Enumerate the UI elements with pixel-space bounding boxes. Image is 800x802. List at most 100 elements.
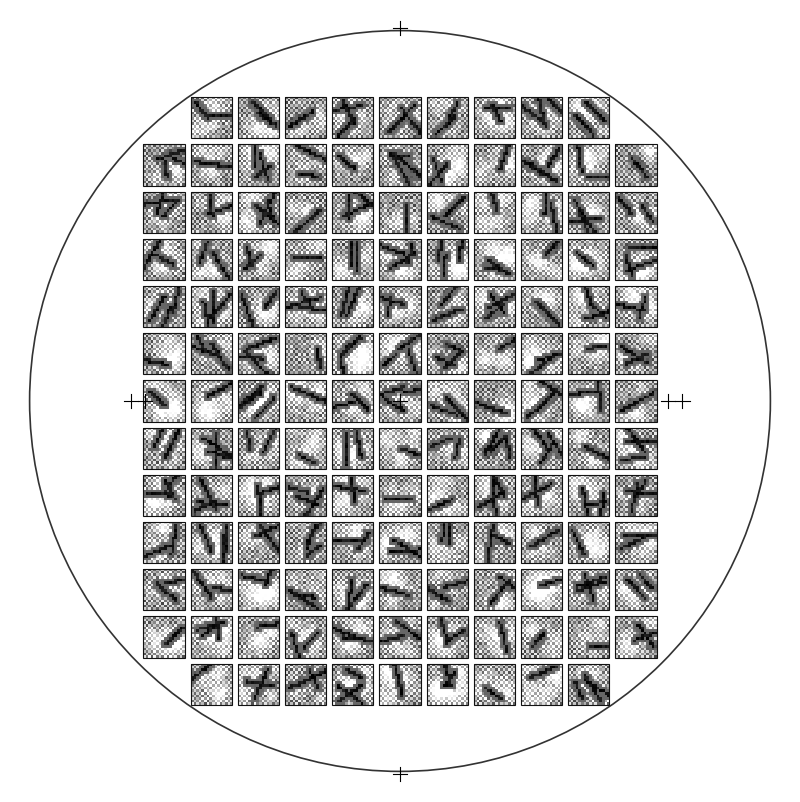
Bar	[143, 427, 185, 469]
Bar	[426, 475, 468, 516]
Bar	[379, 380, 421, 422]
Bar	[190, 569, 232, 610]
Bar	[568, 239, 610, 280]
Bar	[521, 239, 562, 280]
Bar	[332, 522, 374, 563]
Bar	[521, 333, 562, 375]
Bar	[379, 239, 421, 280]
Bar	[190, 475, 232, 516]
Bar	[521, 97, 562, 139]
Bar	[615, 475, 657, 516]
Bar	[238, 192, 279, 233]
Bar	[615, 427, 657, 469]
Bar	[474, 475, 515, 516]
Bar	[521, 569, 562, 610]
Bar	[474, 239, 515, 280]
Bar	[615, 617, 657, 658]
Bar	[238, 333, 279, 375]
Bar	[285, 333, 326, 375]
Bar	[190, 97, 232, 139]
Bar	[238, 239, 279, 280]
Bar	[426, 286, 468, 327]
Bar	[190, 239, 232, 280]
Bar	[568, 286, 610, 327]
Bar	[379, 192, 421, 233]
Bar	[285, 286, 326, 327]
Bar	[143, 239, 185, 280]
Bar	[615, 239, 657, 280]
Bar	[568, 97, 610, 139]
Bar	[568, 522, 610, 563]
Bar	[285, 617, 326, 658]
Bar	[238, 522, 279, 563]
Bar	[615, 569, 657, 610]
Bar	[426, 333, 468, 375]
Bar	[143, 144, 185, 185]
Bar	[474, 380, 515, 422]
Bar	[568, 617, 610, 658]
Bar	[568, 569, 610, 610]
Bar	[332, 144, 374, 185]
Bar	[426, 522, 468, 563]
Bar	[426, 239, 468, 280]
Bar	[379, 144, 421, 185]
Bar	[190, 427, 232, 469]
Bar	[426, 97, 468, 139]
Bar	[285, 144, 326, 185]
Bar	[426, 192, 468, 233]
Bar	[332, 427, 374, 469]
Bar	[285, 380, 326, 422]
Bar	[521, 144, 562, 185]
Bar	[190, 617, 232, 658]
Bar	[285, 239, 326, 280]
Bar	[238, 144, 279, 185]
Bar	[190, 663, 232, 705]
Bar	[332, 192, 374, 233]
Bar	[521, 522, 562, 563]
Bar	[332, 475, 374, 516]
Bar	[521, 427, 562, 469]
Bar	[332, 617, 374, 658]
Bar	[521, 617, 562, 658]
Bar	[568, 427, 610, 469]
Bar	[615, 286, 657, 327]
Bar	[332, 286, 374, 327]
Bar	[521, 475, 562, 516]
Bar	[285, 475, 326, 516]
Bar	[379, 663, 421, 705]
Bar	[238, 569, 279, 610]
Bar	[143, 286, 185, 327]
Bar	[143, 569, 185, 610]
Bar	[474, 333, 515, 375]
Bar	[143, 522, 185, 563]
Bar	[521, 286, 562, 327]
Bar	[426, 569, 468, 610]
Bar	[521, 663, 562, 705]
Bar	[474, 286, 515, 327]
Bar	[238, 286, 279, 327]
Bar	[190, 522, 232, 563]
Bar	[238, 427, 279, 469]
Bar	[190, 286, 232, 327]
Bar	[285, 192, 326, 233]
Bar	[426, 144, 468, 185]
Bar	[474, 427, 515, 469]
Bar	[379, 522, 421, 563]
Bar	[190, 380, 232, 422]
Bar	[474, 97, 515, 139]
Bar	[190, 192, 232, 233]
Bar	[285, 427, 326, 469]
Bar	[238, 663, 279, 705]
Bar	[143, 475, 185, 516]
Bar	[615, 522, 657, 563]
Bar	[143, 192, 185, 233]
Bar	[143, 333, 185, 375]
Bar	[568, 144, 610, 185]
Bar	[190, 333, 232, 375]
Bar	[379, 333, 421, 375]
Bar	[474, 569, 515, 610]
Bar	[615, 333, 657, 375]
Bar	[568, 192, 610, 233]
Bar	[426, 617, 468, 658]
Bar	[474, 192, 515, 233]
